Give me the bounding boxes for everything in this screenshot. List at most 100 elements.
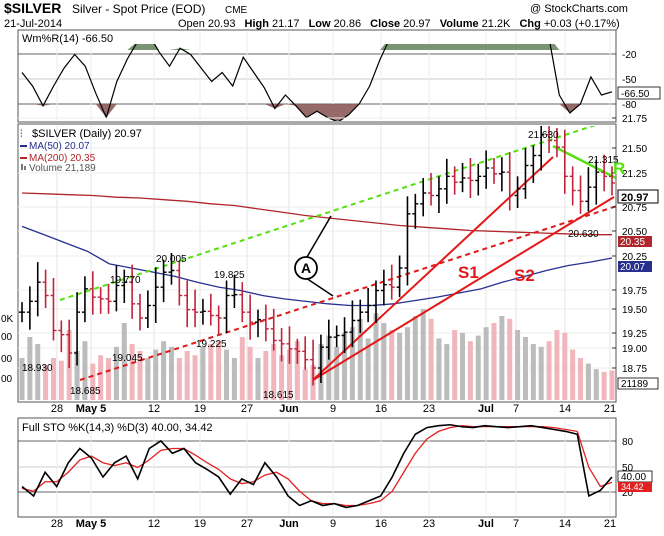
volume-bar [530,344,536,400]
volume-axis-label: 00 [1,332,13,343]
wpr-line [21,44,613,121]
volume-bar [216,341,222,400]
price-panel-icon: ⫶ [20,129,23,140]
x-axis-label: 21 [604,403,616,415]
volume-bar [113,346,119,400]
volume-bar [302,369,308,400]
volume-bar [491,323,497,400]
volume-bar [499,316,505,400]
volume-tag [617,377,659,390]
callout-s2-label: S2 [514,266,535,285]
symbol-title: $SILVER [4,0,61,16]
callout-a-circle [294,256,318,280]
volume-bar [326,335,332,400]
volume-bar [35,344,41,400]
instrument-name: Silver - Spot Price (EOD) [72,2,205,16]
volume-bar [224,349,230,400]
volume-bar [263,351,269,400]
x-axis-label: 16 [375,518,387,530]
x-axis-label: 12 [148,518,160,530]
chart-header: $SILVER Silver - Spot Price (EOD) CME @ … [4,0,628,30]
volume-bar [231,358,237,400]
volume-axis-label: 0K [1,314,14,325]
x-axis-label: 21 [604,518,616,530]
price-tick-label: 20.75 [622,203,647,214]
volume-bar [452,330,458,400]
volume-bar [389,330,395,400]
copyright-label: @ StockCharts.com [530,3,628,15]
callout-r-label: R [613,159,625,178]
x-axis-label: 23 [423,518,435,530]
upper-channel-line [59,126,596,301]
price-level-label: 20.005 [156,254,187,265]
volume-bar [475,335,481,400]
price-level-label: 21.630 [528,130,559,141]
x-axis-label: 19 [194,518,206,530]
x-axis-label: 27 [241,518,253,530]
volume-bar [609,370,615,400]
x-axis-label: 7 [513,403,519,415]
callout-pointer [305,277,334,297]
support-line-s2 [312,196,615,381]
volume-axis-label: 00 [1,354,13,365]
volume-bar [279,355,285,400]
wpr-oversold-fill [22,104,612,121]
callout-pointer [306,215,332,258]
x-axis-label: 9 [330,403,336,415]
x-axis-label: 12 [148,403,160,415]
sto-tick: 80 [622,437,634,448]
volume-bar [381,323,387,400]
volume-bar [271,344,277,400]
x-axis-label: 28 [51,518,63,530]
volume-bar [184,351,190,400]
volume-bar [145,358,151,400]
sto-k-value: 40.00 [621,472,646,483]
price-side-tags: 20.97 20.35 20.07 21189 [617,189,659,390]
volume-bar [420,309,426,400]
volume-bar [334,346,340,400]
price-tick-label: 18.75 [622,364,647,375]
price-tick-label: 19.00 [622,344,647,355]
price-tick-label: 21.75 [622,114,647,125]
volume-bar [546,341,552,400]
volume-bar [444,344,450,400]
x-axis-label: 14 [559,403,571,415]
volume-bar [247,346,253,400]
price-tick-label: 19.25 [622,329,647,340]
volume-bar [129,344,135,400]
x-axis-label: 7 [513,518,519,530]
volume-bar [58,360,64,400]
volume-bar [43,365,49,400]
volume-bar [538,346,544,400]
price-tick-label: 21.25 [622,169,647,180]
price-tick-label: 20.50 [622,227,647,238]
volume-bar [286,349,292,400]
volume-bar [342,332,348,400]
volume-bar [137,351,143,400]
volume-bar [404,327,410,400]
ma50-tag [618,261,652,272]
lower-channel-line [79,205,616,381]
sto-title: Full STO %K(14,3) %D(3) 40.00, 34.42 [22,422,213,434]
volume-bar [176,358,182,400]
volume-bar [515,330,521,400]
volume-bar [554,330,560,400]
price-level-label: 18.930 [22,363,53,374]
x-axis-label: May 5 [76,403,107,415]
x-axis-label: 9 [330,518,336,530]
sto-tick: 50 [622,463,634,474]
volume-bar [365,338,371,400]
ma50-tag-value: 20.07 [620,262,645,273]
price-level-label: 19.770 [110,275,141,286]
sto-d-value: 34.42 [621,482,644,492]
x-axis-label: 16 [375,403,387,415]
price-legend: MA(50) 20.07 MA(200) 20.35 Volume 21,189 [20,141,96,174]
volume-bar [19,358,25,400]
volume-bar [27,337,33,400]
callout-s1-label: S1 [458,263,479,282]
wpr-tick: -80 [622,100,637,111]
volume-axis-label: 00 [1,374,13,385]
x-axis-label: 19 [194,403,206,415]
resistance-line-r [552,144,616,180]
